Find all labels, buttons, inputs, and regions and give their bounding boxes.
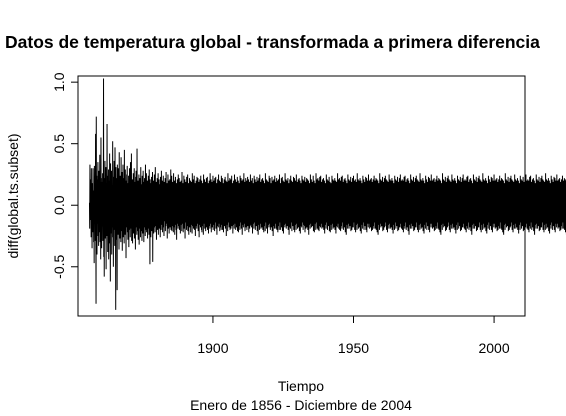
y-tick-label: 0.0 <box>51 195 67 215</box>
x-tick-label: 1900 <box>197 340 228 356</box>
y-tick-label: 1.0 <box>51 72 67 92</box>
x-axis-sublabel: Enero de 1856 - Diciembre de 2004 <box>190 397 412 413</box>
y-tick-label: -0.5 <box>51 254 67 278</box>
x-tick-label: 2000 <box>478 340 509 356</box>
series-line-0 <box>88 78 566 310</box>
y-axis: -0.5 0.0 0.5 1.0 <box>51 72 79 279</box>
series-layer <box>88 78 566 310</box>
chart-title: Datos de temperatura global - transforma… <box>5 32 540 52</box>
x-tick-label: 1950 <box>338 340 369 356</box>
x-axis-label: Tiempo <box>278 378 324 394</box>
y-tick-label: 0.5 <box>51 134 67 154</box>
x-axis: 1900 1950 2000 <box>197 315 510 356</box>
y-axis-label: diff(global.ts.subset) <box>5 133 21 258</box>
